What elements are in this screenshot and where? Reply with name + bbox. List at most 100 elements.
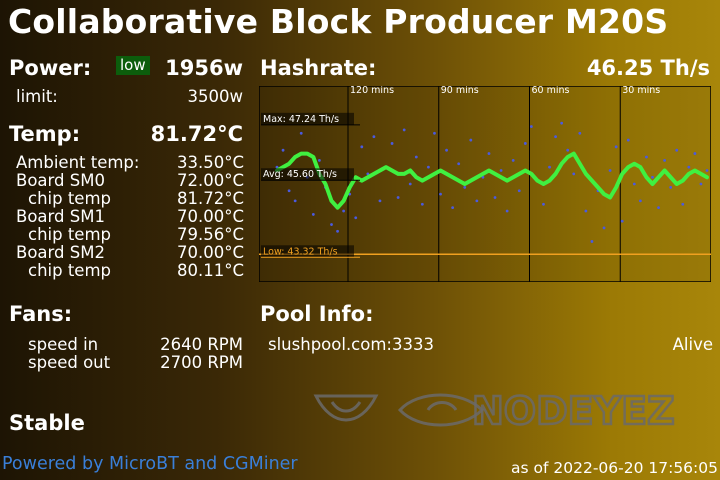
scatter-point <box>590 240 594 243</box>
x-tick-label: 60 mins <box>532 86 570 96</box>
scatter-point <box>705 169 709 172</box>
scatter-point <box>560 121 564 125</box>
scatter-point <box>463 185 467 189</box>
chart-scatter-points <box>275 121 709 243</box>
pool-info-label: Pool Info: <box>260 302 374 326</box>
scatter-point <box>651 175 654 179</box>
scatter-point <box>657 206 660 210</box>
scatter-point <box>487 152 491 155</box>
watermark-text: NODEYEZ <box>472 389 675 432</box>
scatter-point <box>499 169 503 172</box>
scatter-point <box>699 182 703 186</box>
avg-label-background <box>261 168 354 181</box>
nodeyez-watermark: NODEYEZ <box>312 388 692 436</box>
max-label-background <box>261 112 354 125</box>
temp-row-value: 80.11°C <box>176 261 244 280</box>
power-limit-label: limit: <box>16 87 58 106</box>
power-value: 1956w <box>165 56 243 80</box>
temp-details: Ambient temp: 33.50°C Board SM0 72.00°C chip… <box>0 154 244 280</box>
powered-by-text: Powered by MicroBT and CGMiner <box>2 454 298 474</box>
scatter-point <box>457 162 461 166</box>
scatter-point <box>645 155 648 159</box>
low-label-background <box>261 245 354 258</box>
temp-row-value: 81.72°C <box>176 189 244 208</box>
scatter-point <box>299 131 303 135</box>
scatter-point <box>687 165 691 169</box>
scatter-point <box>475 199 479 203</box>
scatter-point <box>336 229 339 233</box>
scatter-point <box>372 135 376 139</box>
scatter-point <box>523 142 527 145</box>
scatter-point <box>578 131 582 135</box>
low-label: Low: 43.32 Th/s <box>261 245 360 258</box>
page-title: Collaborative Block Producer M20S <box>8 2 669 41</box>
scatter-point <box>427 165 430 169</box>
scatter-point <box>360 145 364 149</box>
power-limit-value: 3500w <box>187 87 244 106</box>
scatter-point <box>281 148 285 152</box>
x-tick-label: 120 mins <box>350 86 394 96</box>
temp-row-label: Ambient temp: <box>16 153 140 172</box>
status-text: Stable <box>9 411 85 435</box>
avg-label-text: Avg: 45.60 Th/s <box>263 169 337 180</box>
temp-row-value: 72.00°C <box>176 171 244 190</box>
power-mode-badge-text: low <box>116 56 150 75</box>
scatter-point <box>342 209 346 213</box>
eye-logo-icon: NODEYEZ <box>313 388 676 434</box>
scatter-point <box>311 213 315 216</box>
scatter-point <box>620 219 624 223</box>
temp-row: chip temp 80.11°C <box>0 262 244 280</box>
fan-speed-in-value: 2640 RPM <box>160 335 243 354</box>
scatter-point <box>293 199 297 203</box>
scatter-point <box>378 199 382 203</box>
temp-row: Board SM2 70.00°C <box>0 244 244 262</box>
temp-row: Board SM0 72.00°C <box>0 172 244 190</box>
x-tick-label: 90 mins <box>441 86 479 96</box>
hashrate-chart: 120 mins 90 mins 60 mins 30 mins Max: 47.24… <box>259 86 711 282</box>
chart-annotations: Max: 47.24 Th/s Avg: 45.60 Th/s Low: 43.32… <box>261 112 360 258</box>
scatter-point <box>439 192 442 196</box>
scatter-point <box>420 202 424 206</box>
avg-hashrate-line <box>275 151 709 210</box>
scatter-point <box>287 189 291 193</box>
scatter-point <box>572 172 576 176</box>
scatter-point <box>433 131 436 135</box>
temp-row-label: chip temp <box>28 261 111 280</box>
temp-rows-list: Ambient temp: 33.50°C Board SM0 72.00°C chip… <box>0 154 244 280</box>
temp-row-value: 70.00°C <box>176 207 244 226</box>
scatter-point <box>408 182 412 186</box>
fan-speed-out-value: 2700 RPM <box>160 353 243 372</box>
temp-row-label: chip temp <box>28 189 111 208</box>
scatter-point <box>317 158 321 162</box>
scatter-point <box>469 138 473 142</box>
scatter-point <box>608 169 612 172</box>
scatter-point <box>505 209 509 213</box>
scatter-point <box>554 135 557 139</box>
temp-value: 81.72°C <box>150 122 243 146</box>
scatter-point <box>548 165 551 169</box>
hashrate-value: 46.25 Th/s <box>586 56 710 80</box>
temp-row: Ambient temp: 33.50°C <box>0 154 244 172</box>
scatter-point <box>445 148 448 152</box>
temp-row-label: chip temp <box>28 225 111 244</box>
scatter-point <box>511 158 515 162</box>
scatter-point <box>354 216 358 220</box>
scatter-point <box>614 145 618 149</box>
temp-row: Board SM1 70.00°C <box>0 208 244 226</box>
power-label: Power: <box>9 56 92 80</box>
scatter-point <box>566 148 570 152</box>
temp-label: Temp: <box>9 122 81 146</box>
scatter-point <box>451 206 455 210</box>
scatter-point <box>390 142 394 145</box>
fan-speed-out-label: speed out <box>28 353 111 372</box>
pool-url: slushpool.com:3333 <box>268 335 434 354</box>
scatter-point <box>626 138 630 142</box>
scatter-point <box>675 148 679 152</box>
scatter-point <box>529 125 533 128</box>
max-label-text: Max: 47.24 Th/s <box>263 114 339 125</box>
scatter-point <box>632 182 636 186</box>
fans-label: Fans: <box>9 302 73 326</box>
temp-row: chip temp 79.56°C <box>0 226 244 244</box>
scatter-point <box>681 202 685 206</box>
fan-speed-in-label: speed in <box>28 335 99 354</box>
